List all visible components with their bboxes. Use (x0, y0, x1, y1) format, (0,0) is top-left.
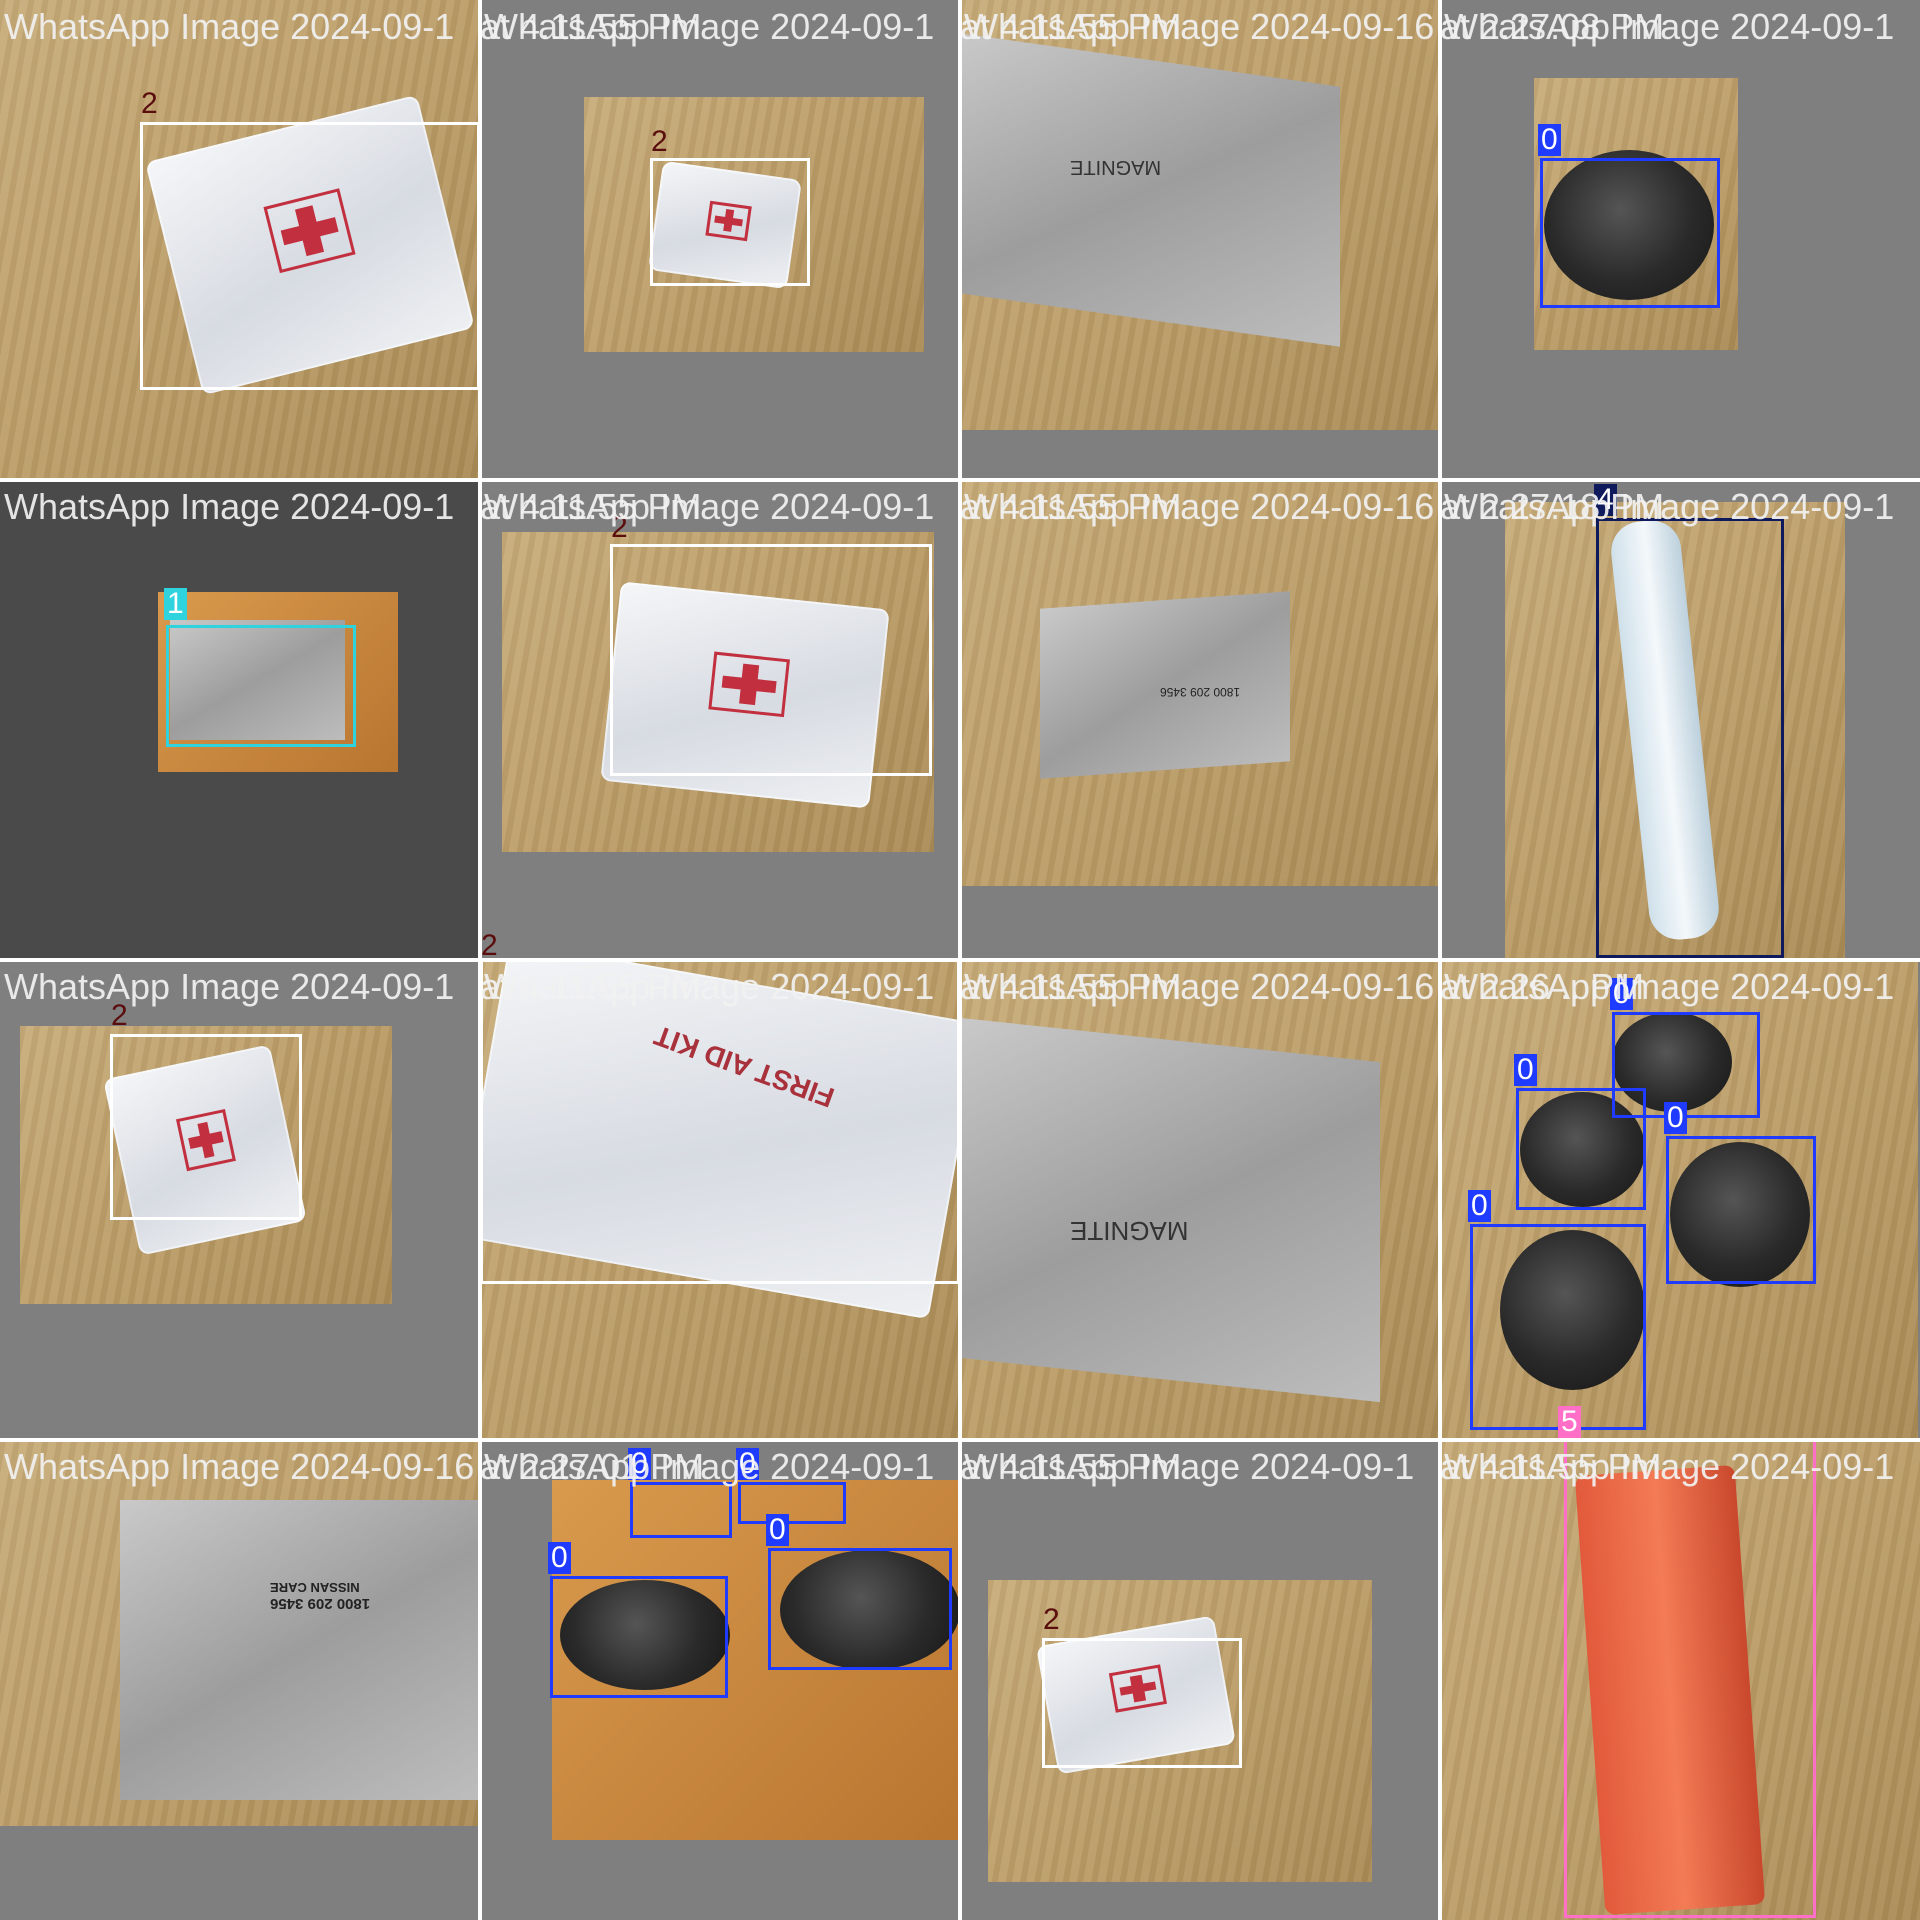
image-title: WhatsApp Image 2024-09-1 (484, 1446, 935, 1487)
bbox-class-2[interactable] (650, 158, 810, 286)
cap-part (1520, 1092, 1645, 1207)
bbox-class-2[interactable] (110, 1034, 302, 1220)
tile-1-1[interactable]: 2 2 WhatsApp Image 2024-09-1 at 4.11.55 … (480, 480, 960, 960)
bbox-label: 2 (481, 929, 498, 961)
bbox-label: 0 (766, 1514, 789, 1546)
cap-part (1612, 1012, 1732, 1112)
manual-brand-text: MAGNITE (1070, 156, 1162, 178)
bbox-class-5[interactable] (1564, 1440, 1816, 1918)
bbox-label: 0 (1610, 978, 1633, 1010)
bbox-class-0[interactable] (630, 1482, 732, 1538)
tile-1-3[interactable]: 4 WhatsApp Image 2024-09-1 at 2.27.18 PM (1440, 480, 1920, 960)
tile-0-3[interactable]: 0 WhatsApp Image 2024-09-1 at 2.27.08 PM (1440, 0, 1920, 480)
tile-2-1[interactable]: FIRST AID KIT WhatsApp Image 2024-09-1 a… (480, 960, 960, 1440)
bbox-label: 0 (628, 1448, 651, 1480)
bbox-class-0[interactable] (550, 1576, 728, 1698)
image-title: WhatsApp Image 2024-09-1 (1444, 486, 1895, 527)
bbox-class-0[interactable] (768, 1548, 952, 1670)
overlap-title: at 2.27.08 PM (1440, 6, 1665, 47)
image-title: WhatsApp Image 2024-09-1 (964, 1446, 1415, 1487)
cap-part (1500, 1230, 1645, 1390)
overlap-title: at 2.26 .. PM (1440, 966, 1645, 1007)
manual-care-text: NISSAN CARE (270, 1580, 360, 1595)
bbox-class-0[interactable] (1470, 1224, 1646, 1430)
grid-divider (0, 478, 1920, 482)
bbox-class-0[interactable] (1540, 158, 1720, 308)
bbox-label: 0 (736, 1448, 759, 1480)
manual-brand-text: MAGNITE (1070, 1216, 1189, 1246)
tile-3-1[interactable]: 0 0 0 0 WhatsApp Image 2024-09-1 at 2.27… (480, 1440, 960, 1920)
owner-manual (120, 1500, 480, 1800)
image-title: WhatsApp Image 2024-09-16 (964, 966, 1435, 1007)
tile-3-2[interactable]: 2 WhatsApp Image 2024-09-1 at 4.11.55 PM (960, 1440, 1440, 1920)
cap-part (780, 1550, 960, 1670)
bbox-label: 0 (1538, 124, 1561, 156)
bbox-label: 2 (141, 87, 158, 120)
bbox-label: 0 (1468, 1190, 1491, 1222)
bbox-class-2[interactable] (610, 544, 932, 776)
overlap-title: at 4.11.55 PM (480, 966, 702, 1007)
owner-manual (170, 620, 345, 740)
bbox-class-2[interactable] (1042, 1638, 1242, 1768)
overlap-title: at 4.11.55 PM (480, 6, 702, 47)
bbox-label: 2 (1043, 1603, 1060, 1636)
image-title: WhatsApp Image 2024-09-1 (1444, 966, 1895, 1007)
bbox-label: 0 (548, 1542, 571, 1574)
overlap-title: at 2.27.18 PM (1440, 486, 1665, 527)
owner-manual (960, 1017, 1380, 1403)
overlap-title: at 4.11.55 PM (960, 486, 1182, 527)
image-title: WhatsApp Image 2024-09-1 (1444, 6, 1895, 47)
bbox-class-1[interactable] (166, 625, 356, 747)
image-title: WhatsApp Image 2024-09-1 (484, 486, 935, 527)
grid-divider (0, 1438, 1920, 1442)
bbox-class-0[interactable] (1666, 1136, 1816, 1284)
overlap-title: at 4.11.55 PM (960, 6, 1182, 47)
tile-2-3[interactable]: 0 0 0 0 5 WhatsApp Image 2024-09-1 at 2.… (1440, 960, 1920, 1440)
manual-phone-text: 1800 209 3456 (270, 1595, 371, 1612)
tile-3-0[interactable]: NISSAN CARE 1800 209 3456 WhatsApp Image… (0, 1440, 480, 1920)
manual-phone-text: 1800 209 3456 (1160, 685, 1241, 699)
bbox-label: 5 (1558, 1406, 1581, 1438)
bbox-class-0[interactable] (1516, 1088, 1646, 1210)
tile-3-3[interactable]: WhatsApp Image 2024-09-1 at 4.11.55 PM (1440, 1440, 1920, 1920)
cap-part (1544, 150, 1714, 300)
cap-part (560, 1580, 730, 1690)
tile-2-0[interactable]: 2 WhatsApp Image 2024-09-1 (0, 960, 480, 1440)
bbox-class-4[interactable] (1596, 518, 1784, 958)
overlap-title: at 4.11.55 PM (960, 1446, 1182, 1487)
overlap-title: at 4.11.55 PM (960, 966, 1182, 1007)
bbox-label: 1 (164, 588, 187, 620)
overlap-title: at 4.11.55 PM (1440, 1446, 1662, 1487)
image-title: WhatsApp Image 2024-09-1 (484, 6, 935, 47)
image-title: WhatsApp Image 2024-09-1 (1444, 1446, 1895, 1487)
overlap-title: at 4.11.55 PM (480, 486, 702, 527)
bbox-label: 4 (1594, 484, 1617, 516)
bbox-label: 2 (611, 511, 628, 544)
bbox-class-2[interactable] (480, 960, 960, 1284)
bbox-label: 2 (111, 999, 128, 1032)
tile-0-2[interactable]: MAGNITE WhatsApp Image 2024-09-16 at 4.1… (960, 0, 1440, 480)
image-title: WhatsApp Image 2024-09-1 (4, 6, 455, 47)
bbox-class-0[interactable] (738, 1482, 846, 1524)
grid-divider (0, 958, 1920, 962)
image-title: WhatsApp Image 2024-09-16 (964, 486, 1435, 527)
cap-part (1670, 1142, 1810, 1287)
image-title: WhatsApp Image 2024-09-1 (484, 966, 935, 1007)
image-title: WhatsApp Image 2024-09-16 (964, 6, 1435, 47)
owner-manual (960, 33, 1340, 347)
tile-1-2[interactable]: 1800 209 3456 WhatsApp Image 2024-09-16 … (960, 480, 1440, 960)
image-title: WhatsApp Image 2024-09-16 (4, 1446, 475, 1487)
overlap-title: at 2.27.01 PM (480, 1446, 705, 1487)
tile-1-0[interactable]: 1 WhatsApp Image 2024-09-1 (0, 480, 480, 960)
image-title: WhatsApp Image 2024-09-1 (4, 486, 455, 527)
image-title: WhatsApp Image 2024-09-1 (4, 966, 455, 1007)
bbox-label: 0 (1664, 1102, 1687, 1134)
tile-0-1[interactable]: 2 WhatsApp Image 2024-09-1 at 4.11.55 PM (480, 0, 960, 480)
tile-2-2[interactable]: MAGNITE WhatsApp Image 2024-09-16 at 4.1… (960, 960, 1440, 1440)
tile-0-0[interactable]: 2 WhatsApp Image 2024-09-1 (0, 0, 480, 480)
bbox-label: 0 (1514, 1054, 1537, 1086)
bbox-class-2[interactable] (140, 122, 480, 390)
bbox-label: 2 (651, 125, 668, 158)
